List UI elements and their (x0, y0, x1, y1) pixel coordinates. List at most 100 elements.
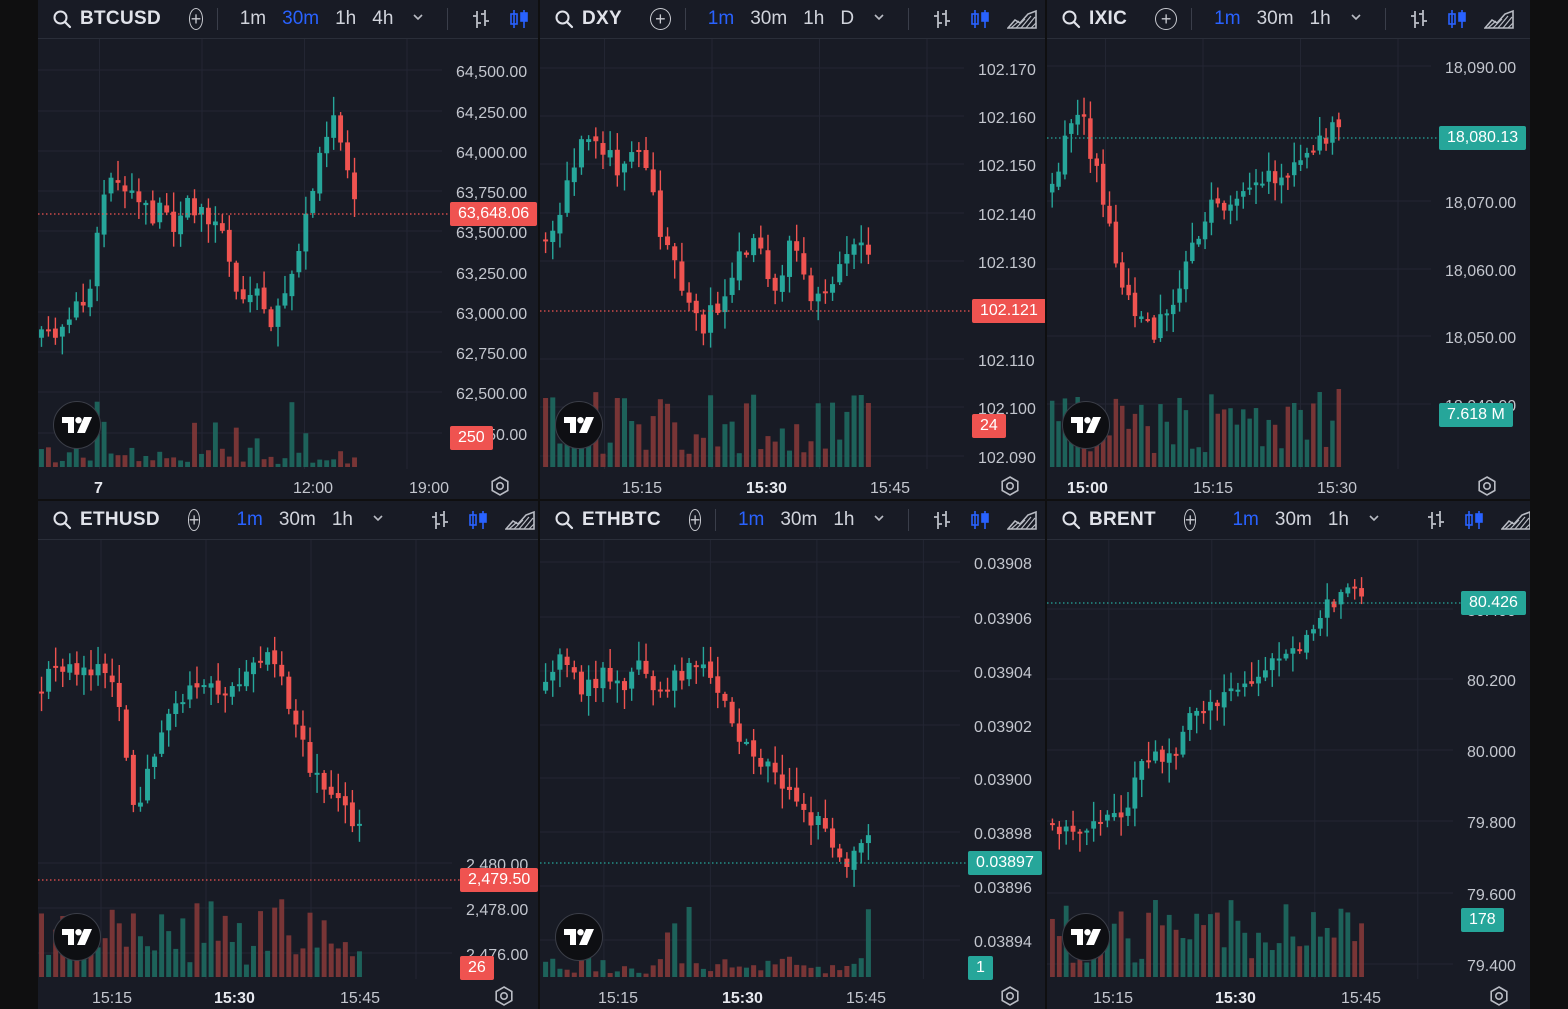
tradingview-logo-icon[interactable] (1062, 401, 1110, 449)
symbol-search-button[interactable]: IXIC (1061, 8, 1127, 30)
chevron-down-icon[interactable] (371, 509, 385, 531)
candle-body (557, 654, 563, 670)
candle-body (808, 812, 814, 826)
candles-icon[interactable] (969, 509, 991, 531)
candle-body (1297, 649, 1303, 652)
chart-pane-ethusd[interactable]: ETHUSD +1m 30m 1h 2,494.002,492.002,490.002,… (38, 501, 538, 1009)
tradingview-logo-icon[interactable] (555, 401, 603, 449)
timeframe-button-30m[interactable]: 30m (282, 8, 320, 29)
candle-body (844, 858, 850, 867)
chart-plot-area[interactable]: 102.170 102.160 102.150 102.140 102.130 102.1… (540, 39, 1045, 499)
plus-circle-icon[interactable]: + (1155, 8, 1178, 30)
timeframe-button-1h[interactable]: 1h (335, 8, 357, 29)
timeframe-button-1m[interactable]: 1m (1214, 8, 1241, 29)
settings-gear-icon[interactable] (1000, 476, 1020, 496)
chart-plot-area[interactable]: 2,494.002,492.002,490.002,488.002,486.00… (38, 540, 538, 1009)
chevron-down-icon[interactable] (411, 8, 425, 30)
symbol-search-button[interactable]: ETHBTC (554, 509, 661, 531)
candles-icon[interactable] (1446, 8, 1468, 30)
timeframe-button-1h[interactable]: 1h (803, 8, 825, 29)
symbol-search-button[interactable]: ETHUSD (52, 509, 160, 531)
area-icon[interactable] (504, 509, 535, 531)
bars-icon[interactable] (931, 8, 953, 30)
plus-circle-icon[interactable]: + (649, 8, 671, 30)
candles-icon[interactable] (508, 8, 530, 30)
chart-pane-brent[interactable]: BRENT +1m 30m 1h 80.40080.20080.00079.80079.… (1047, 501, 1530, 1009)
candle-body (46, 329, 51, 332)
price-axis-label: 64,000.00 (456, 145, 527, 162)
chart-pane-ixic[interactable]: IXIC +1m 30m 1h 18,090.00 18,070.00 18,060.00 1… (1047, 0, 1530, 499)
chart-plot-area[interactable]: 64,500.00 64,250.00 64,000.00 63,750.00 63,5… (38, 39, 538, 499)
volume-bar (801, 452, 807, 467)
timeframe-button-1h[interactable]: 1h (1309, 8, 1331, 29)
chevron-down-icon[interactable] (872, 8, 886, 30)
timeframe-button-1m[interactable]: 1m (239, 8, 267, 29)
symbol-search-button[interactable]: DXY (554, 8, 622, 30)
bars-icon[interactable] (429, 509, 451, 531)
candles-icon[interactable] (1463, 509, 1485, 531)
tradingview-logo-icon[interactable] (1062, 913, 1110, 961)
candlestick-chart[interactable]: 80.40080.20080.00079.80079.60079.40015:1… (1047, 540, 1530, 1009)
timeframe-button-d[interactable]: D (840, 8, 855, 29)
settings-gear-icon[interactable] (1489, 986, 1509, 1006)
timeframe-button-1h[interactable]: 1h (833, 509, 855, 530)
tradingview-logo-icon[interactable] (555, 913, 603, 961)
volume-bar (166, 931, 172, 977)
bars-icon[interactable] (1425, 509, 1447, 531)
settings-gear-icon[interactable] (1477, 476, 1497, 496)
candlestick-chart[interactable]: 64,500.00 64,250.00 64,000.00 63,750.00 63,5… (38, 39, 538, 499)
plus-circle-icon[interactable]: + (1183, 509, 1197, 531)
area-icon[interactable] (1006, 8, 1037, 30)
tradingview-logo-icon[interactable] (53, 913, 101, 961)
timeframe-button-1h[interactable]: 1h (331, 509, 353, 530)
bars-icon[interactable] (931, 509, 953, 531)
volume-bar (751, 394, 757, 467)
volume-bar (1359, 923, 1364, 977)
symbol-search-button[interactable]: BTCUSD (52, 8, 161, 30)
chart-pane-ethbtc[interactable]: ETHBTC +1m 30m 1h 0.03908 0.03906 0.03904 0.039… (540, 501, 1045, 1009)
timeframe-button-30m[interactable]: 30m (750, 8, 788, 29)
volume-bar (1111, 923, 1117, 977)
volume-bar (729, 421, 735, 467)
candlestick-chart[interactable]: 102.170 102.160 102.150 102.140 102.130 102.1… (540, 39, 1045, 499)
timeframe-button-1m[interactable]: 1m (707, 8, 735, 29)
chart-plot-area[interactable]: 80.40080.20080.00079.80079.60079.40015:1… (1047, 540, 1530, 1009)
settings-gear-icon[interactable] (490, 476, 510, 496)
bars-icon[interactable] (1408, 8, 1430, 30)
timeframe-button-30m[interactable]: 30m (780, 509, 818, 530)
timeframe-button-4h[interactable]: 4h (372, 8, 394, 29)
chart-plot-area[interactable]: 0.03908 0.03906 0.03904 0.03902 0.03900 0.038… (540, 540, 1045, 1009)
symbol-search-button[interactable]: BRENT (1061, 509, 1156, 531)
tradingview-logo-icon[interactable] (53, 401, 101, 449)
chevron-down-icon[interactable] (1349, 8, 1363, 30)
candlestick-chart[interactable]: 2,494.002,492.002,490.002,488.002,486.00… (38, 540, 538, 1009)
chevron-down-icon[interactable] (872, 509, 886, 531)
chart-plot-area[interactable]: 18,090.00 18,070.00 18,060.00 18,050.00 18,0… (1047, 39, 1530, 499)
candles-icon[interactable] (969, 8, 991, 30)
bars-icon[interactable] (470, 8, 492, 30)
chart-pane-btcusd[interactable]: BTCUSD +1m 30m 1h 4h 64,500.00 64,250.00 64,000… (38, 0, 538, 499)
plus-circle-icon[interactable]: + (187, 509, 201, 531)
timeframe-button-30m[interactable]: 30m (278, 509, 316, 530)
plus-circle-icon[interactable]: + (688, 509, 702, 531)
timeframe-button-1m[interactable]: 1m (1232, 509, 1259, 530)
area-icon[interactable] (1007, 509, 1037, 531)
timeframe-button-1m[interactable]: 1m (236, 509, 263, 530)
timeframe-button-30m[interactable]: 30m (1256, 8, 1294, 29)
candles-icon[interactable] (467, 509, 489, 531)
settings-gear-icon[interactable] (494, 986, 514, 1006)
area-icon[interactable] (1500, 509, 1530, 531)
settings-gear-icon[interactable] (1000, 986, 1020, 1006)
chevron-down-icon[interactable] (1367, 509, 1381, 531)
plus-circle-icon[interactable]: + (188, 8, 204, 30)
area-icon[interactable] (1483, 8, 1514, 30)
candle-body (236, 684, 242, 687)
volume-bar (564, 969, 570, 977)
chart-pane-dxy[interactable]: DXY +1m 30m 1h D 102.170 102.160 102.150 102.140… (540, 0, 1045, 499)
timeframe-button-1m[interactable]: 1m (737, 509, 765, 530)
volume-bar (822, 448, 828, 467)
candlestick-chart[interactable]: 0.03908 0.03906 0.03904 0.03902 0.03900 0.038… (540, 540, 1045, 1009)
candlestick-chart[interactable]: 18,090.00 18,070.00 18,060.00 18,050.00 18,0… (1047, 39, 1530, 499)
timeframe-button-1h[interactable]: 1h (1327, 509, 1349, 530)
timeframe-button-30m[interactable]: 30m (1274, 509, 1312, 530)
